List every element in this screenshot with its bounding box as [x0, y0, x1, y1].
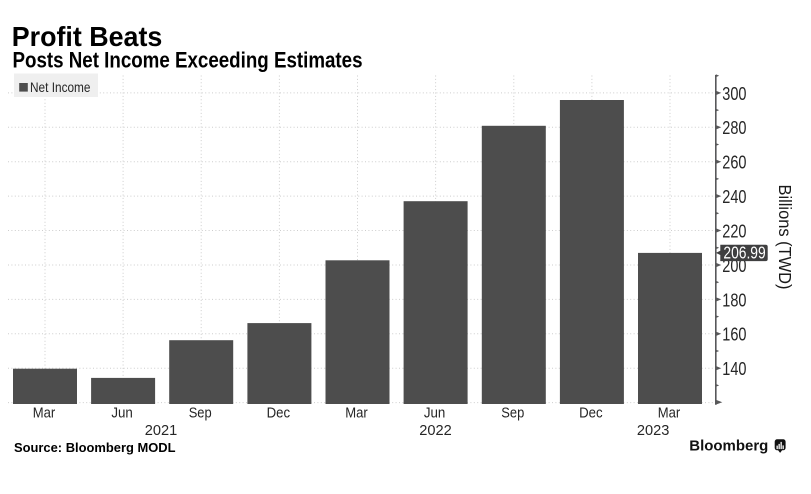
- svg-text:Dec: Dec: [267, 406, 291, 422]
- svg-text:2023: 2023: [637, 423, 670, 439]
- svg-text:220: 220: [722, 221, 746, 241]
- svg-text:Mar: Mar: [33, 406, 56, 422]
- svg-text:Profit Beats: Profit Beats: [12, 21, 163, 52]
- svg-text:Bloomberg: Bloomberg: [689, 438, 768, 454]
- svg-text:Mar: Mar: [345, 406, 368, 422]
- svg-text:Mar: Mar: [658, 406, 681, 422]
- svg-text:Billions (TWD): Billions (TWD): [775, 185, 795, 290]
- svg-text:140: 140: [722, 359, 746, 379]
- svg-text:180: 180: [722, 290, 746, 310]
- svg-text:2022: 2022: [419, 423, 452, 439]
- svg-text:260: 260: [722, 153, 746, 173]
- svg-text:Source: Bloomberg MODL: Source: Bloomberg MODL: [14, 440, 176, 455]
- svg-text:Net Income: Net Income: [30, 79, 91, 95]
- svg-text:Posts Net Income Exceeding Est: Posts Net Income Exceeding Estimates: [13, 47, 363, 72]
- svg-text:280: 280: [722, 118, 746, 138]
- svg-text:Sep: Sep: [501, 406, 524, 422]
- svg-text:Jun: Jun: [111, 406, 133, 422]
- svg-text:206.99: 206.99: [723, 243, 765, 263]
- svg-text:Sep: Sep: [189, 406, 212, 422]
- svg-text:Jun: Jun: [424, 406, 446, 422]
- svg-text:2021: 2021: [145, 423, 178, 439]
- svg-text:Dec: Dec: [579, 406, 603, 422]
- svg-text:160: 160: [722, 325, 746, 345]
- svg-text:300: 300: [722, 84, 746, 104]
- svg-text:240: 240: [722, 187, 746, 207]
